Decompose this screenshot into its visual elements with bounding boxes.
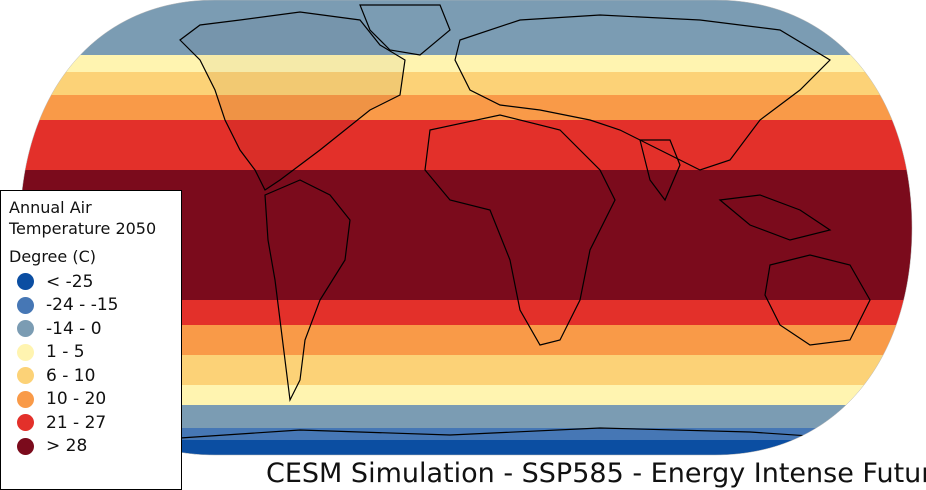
temperature-band <box>20 95 912 120</box>
legend-label: 1 - 5 <box>46 342 85 363</box>
legend-item: -24 - -15 <box>9 294 173 318</box>
legend-label: -24 - -15 <box>46 295 119 316</box>
temperature-band <box>20 120 912 170</box>
legend-swatch <box>17 343 34 361</box>
legend-item: 10 - 20 <box>9 388 173 412</box>
legend: Annual Air Temperature 2050 Degree (C) <… <box>0 190 182 490</box>
legend-label: < -25 <box>46 271 94 292</box>
coastlines <box>149 4 871 441</box>
legend-item: > 28 <box>9 435 173 459</box>
legend-label: > 28 <box>46 436 88 457</box>
legend-swatch <box>17 320 34 338</box>
legend-swatch <box>17 296 34 314</box>
temperature-band <box>20 405 912 428</box>
legend-label: 10 - 20 <box>46 389 107 410</box>
legend-unit: Degree (C) <box>9 247 96 266</box>
temperature-band <box>20 55 912 72</box>
legend-item: -14 - 0 <box>9 317 173 341</box>
legend-swatch <box>17 414 34 432</box>
temperature-band <box>20 440 912 455</box>
legend-label: 6 - 10 <box>46 365 96 386</box>
temperature-band <box>20 72 912 95</box>
legend-item: 21 - 27 <box>9 411 173 435</box>
legend-swatch <box>17 273 34 291</box>
legend-label: 21 - 27 <box>46 412 107 433</box>
legend-item: 6 - 10 <box>9 364 173 388</box>
caption: CESM Simulation - SSP585 - Energy Intens… <box>266 458 926 489</box>
legend-item: 1 - 5 <box>9 341 173 365</box>
legend-title: Annual Air Temperature 2050 <box>9 198 157 238</box>
legend-swatch <box>17 437 34 455</box>
legend-swatch <box>17 390 34 408</box>
globe-outline <box>19 0 913 456</box>
legend-swatch <box>17 367 34 385</box>
temperature-band <box>20 0 912 55</box>
legend-label: -14 - 0 <box>46 318 102 339</box>
legend-item: < -25 <box>9 270 173 294</box>
temperature-band <box>20 385 912 405</box>
